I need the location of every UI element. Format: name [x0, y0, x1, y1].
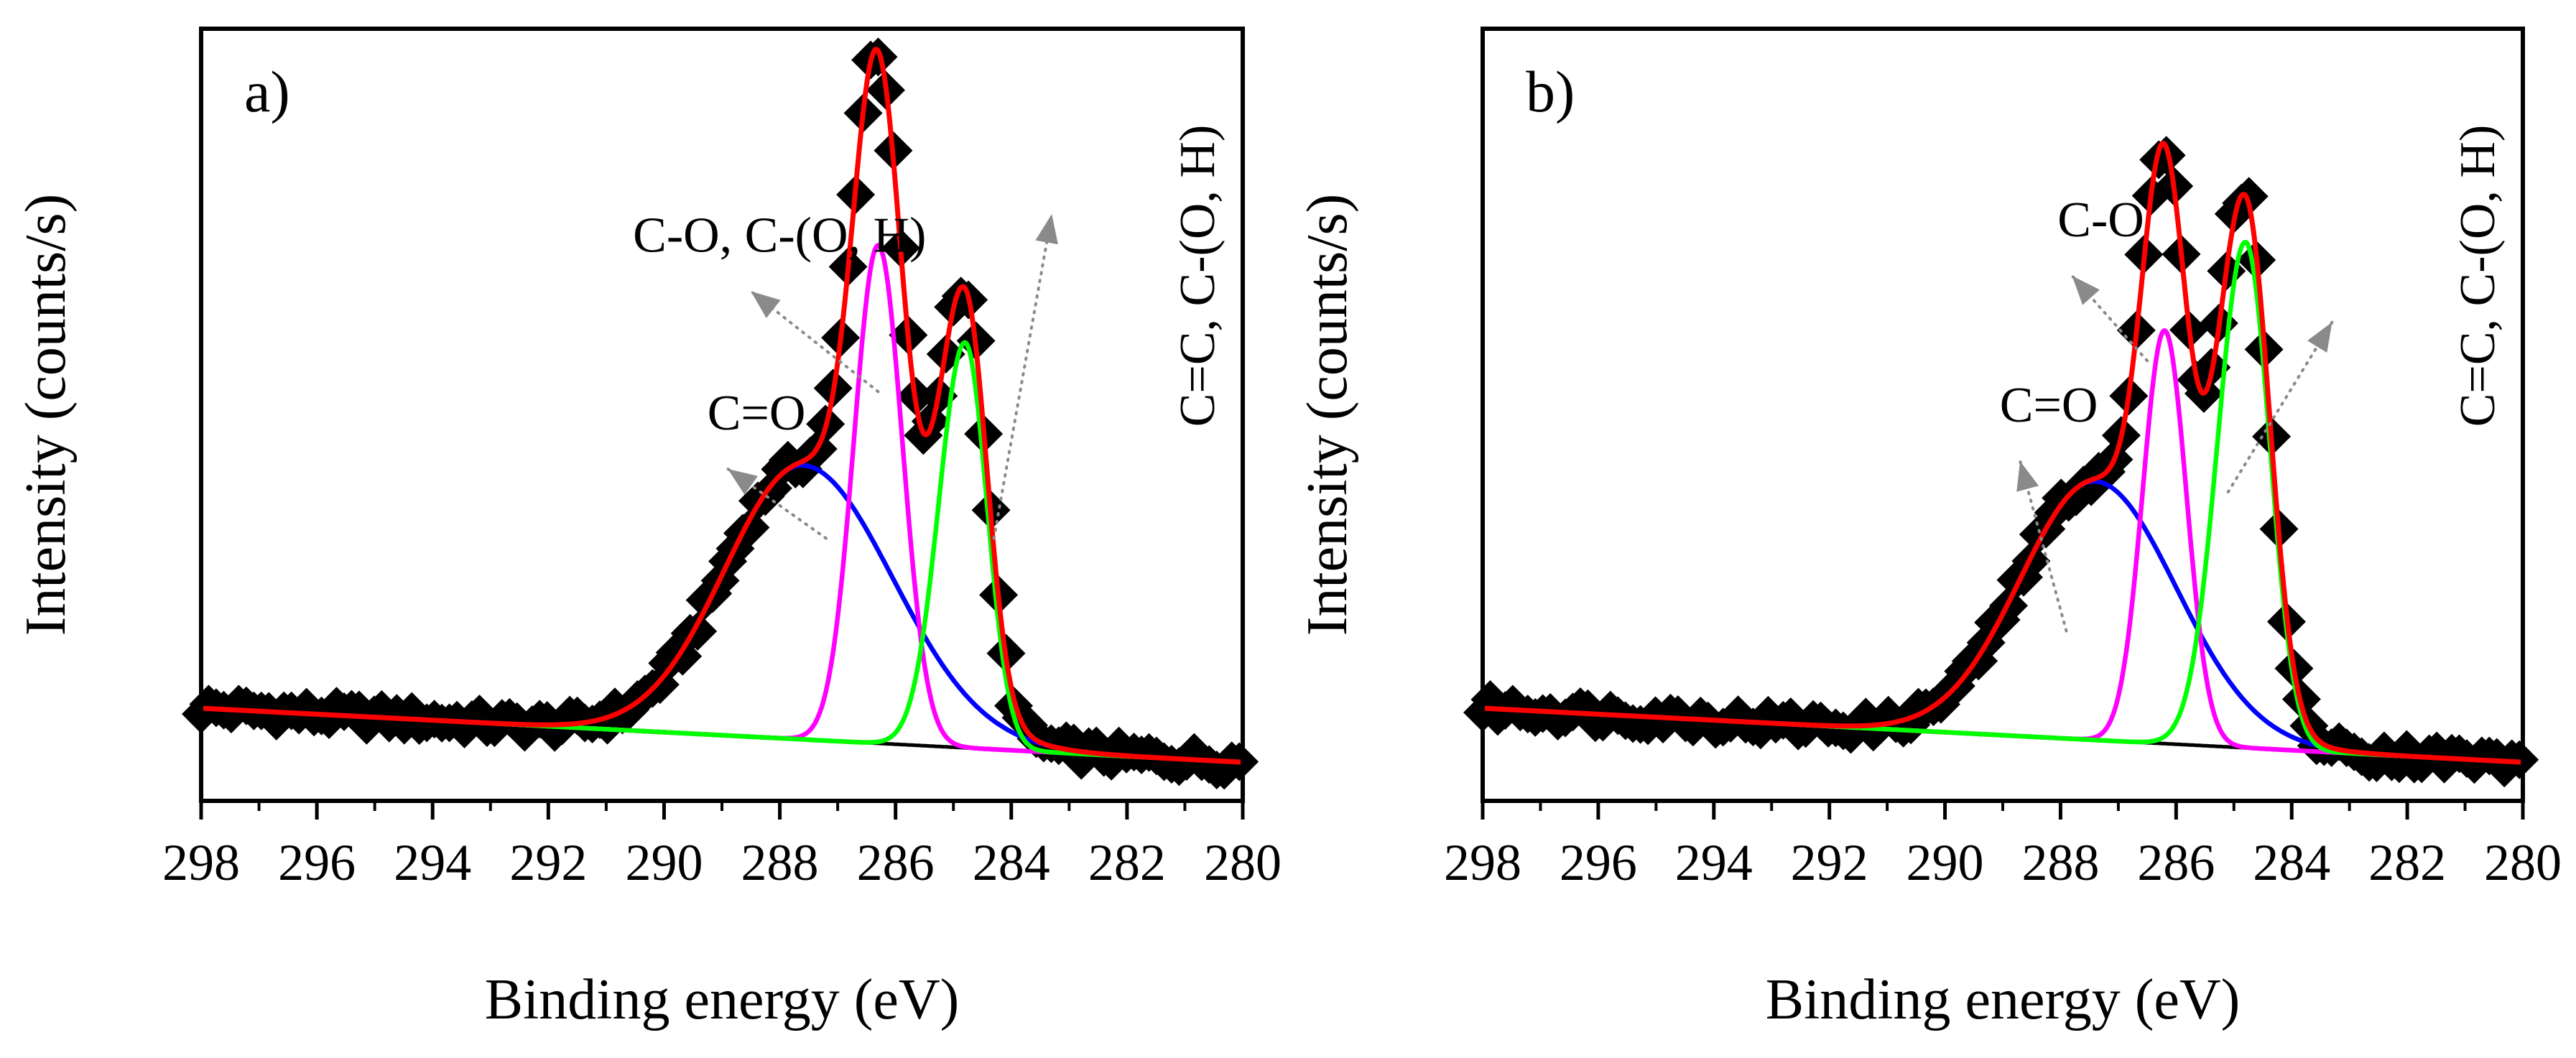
panel-b-label: b): [1526, 59, 1575, 124]
panel-b-x-tick-label: 288: [2021, 834, 2099, 891]
panel-b-annotation-label: C=O: [2000, 378, 2098, 433]
panel-b-x-tick-label: 284: [2253, 834, 2330, 891]
panel-b-annotation-arrowhead: [2307, 322, 2332, 353]
panel-b-x-tick-label: 298: [1444, 834, 1521, 891]
panel-a-component-line-2: [201, 246, 1243, 763]
panel-a-x-tick-label: 280: [1204, 834, 1282, 891]
panel-a-x-tick-label: 282: [1088, 834, 1166, 891]
panel-a-x-tick-label: 296: [278, 834, 356, 891]
panel-b-x-axis-title: Binding energy (eV): [1766, 968, 2241, 1031]
panel-a-annotation-label: C=C, C-(O, H): [1170, 125, 1226, 427]
panel-a-x-tick-label: 298: [162, 834, 240, 891]
panel-b-x-tick-label: 282: [2368, 834, 2446, 891]
panel-b-x-tick-label: 296: [1560, 834, 1637, 891]
panel-a-x-tick-label: 294: [394, 834, 471, 891]
panel-b: 298 296 294 292 290 288 286 284 282 280 b) Bindin…: [1296, 29, 2562, 1031]
panel-b-envelope-line: [1483, 144, 2523, 763]
panel-a-annotation-line: [994, 214, 1052, 539]
panel-a-annotation-label: C=O: [708, 386, 806, 441]
xps-figure: 298 296 294 292 290 288 286 284 282 280 a) Bindin…: [0, 0, 2576, 1058]
panel-b-plot-area: [1463, 136, 2539, 787]
panel-a: 298 296 294 292 290 288 286 284 282 280 a) Bindin…: [14, 29, 1282, 1031]
panel-a-y-axis-title: Intensity (counts/s): [14, 194, 78, 636]
panel-b-x-tick-label: 280: [2484, 834, 2562, 891]
panel-a-annotation-label: C-O, C-(O, H): [633, 208, 926, 264]
panel-a-annotation-arrowhead: [751, 292, 780, 318]
panel-b-x-ticks: 298 296 294 292 290 288 286 284 282 280: [1444, 801, 2562, 891]
panel-b-component-line-3: [1483, 242, 2523, 762]
panel-a-x-tick-label: 288: [741, 834, 819, 891]
panel-b-annotation-label: C=C, C-(O, H): [2450, 125, 2506, 427]
panel-a-annotations: C=O C-O, C-(O, H) C=C, C-(O, H): [633, 125, 1226, 539]
panel-b-x-tick-label: 294: [1675, 834, 1753, 891]
panel-a-annotation-arrowhead: [1035, 214, 1058, 244]
panel-a-x-axis-title: Binding energy (eV): [485, 968, 960, 1031]
panel-b-annotation-label: C-O: [2057, 192, 2144, 248]
panel-a-label: a): [244, 59, 290, 124]
panel-a-x-tick-label: 286: [857, 834, 935, 891]
panel-a-x-tick-label: 284: [973, 834, 1050, 891]
panel-b-x-tick-label: 290: [1906, 834, 1984, 891]
panel-a-x-tick-label: 290: [625, 834, 703, 891]
panel-a-x-tick-label: 292: [509, 834, 587, 891]
panel-b-x-tick-label: 292: [1791, 834, 1868, 891]
panel-b-x-tick-label: 286: [2137, 834, 2215, 891]
panel-b-y-axis-title: Intensity (counts/s): [1296, 194, 1359, 636]
panel-b-annotation-arrowhead: [2016, 461, 2039, 492]
panel-b-experimental-markers: [1463, 136, 2539, 787]
panel-a-x-ticks: 298 296 294 292 290 288 286 284 282 280: [162, 801, 1282, 891]
